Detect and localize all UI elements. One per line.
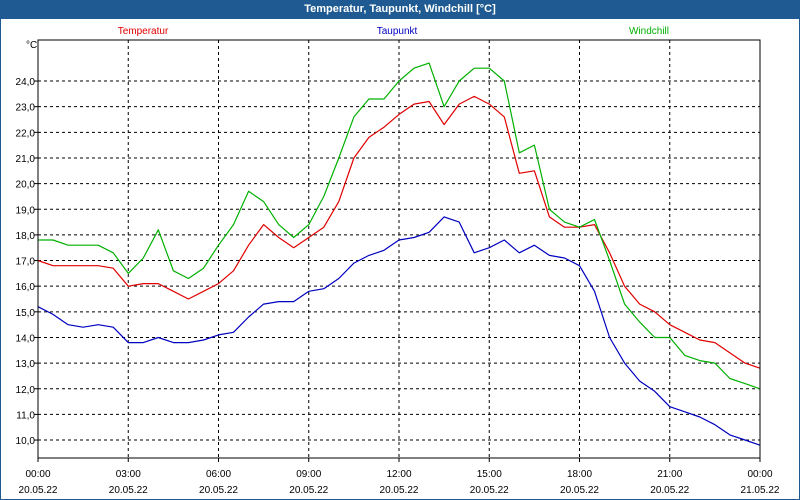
x-tick-time-label: 21:00 [657,469,682,480]
series-lines [37,62,761,446]
x-tick-time-label: 00:00 [25,469,50,480]
y-tick-label: 16,0 [16,282,36,293]
x-tick-date-label: 21.05.22 [741,485,780,496]
y-tick-label: 12,0 [16,385,36,396]
y-tick-label: 20,0 [16,180,36,191]
x-tick-date-label: 20.05.22 [650,485,689,496]
y-tick-label: 10,0 [16,436,36,447]
x-tick-time-label: 00:00 [747,469,772,480]
y-tick-label: 24,0 [16,77,36,88]
x-tick-time-label: 09:00 [296,469,321,480]
y-tick-label: 13,0 [16,359,36,370]
y-axis-unit: °C [26,40,37,51]
x-tick-time-label: 18:00 [567,469,592,480]
x-tick-date-label: 20.05.22 [560,485,599,496]
x-tick-date-label: 20.05.22 [289,485,328,496]
x-tick-time-label: 03:00 [116,469,141,480]
legend-entry-taupunkt: Taupunkt [377,26,418,37]
series-line-windchill [38,62,761,390]
x-tick-date-label: 20.05.22 [109,485,148,496]
y-tick-label: 17,0 [16,257,36,268]
window-title: Temperatur, Taupunkt, Windchill [°C] [0,0,800,18]
grid [38,40,760,458]
y-tick-label: 11,0 [16,410,35,421]
x-tick-time-label: 15:00 [477,469,502,480]
axes: 10,0 11,0 12,0 13,0 14,0 15,0 16,0 17,0 18,0 19,0… [16,77,780,496]
x-tick-date-label: 20.05.22 [380,485,419,496]
series-line-taupunkt [37,216,761,446]
y-tick-label: 14,0 [16,333,36,344]
y-tick-label: 23,0 [16,103,36,114]
y-tick-label: 19,0 [16,205,36,216]
x-tick-date-label: 20.05.22 [470,485,509,496]
legend: Temperatur Taupunkt Windchill [118,26,669,37]
y-tick-label: 18,0 [16,231,36,242]
legend-entry-temperatur: Temperatur [118,26,169,37]
y-tick-label: 15,0 [16,308,36,319]
y-tick-label: 21,0 [16,154,36,165]
y-tick-label: 22,0 [16,128,36,139]
x-tick-date-label: 20.05.22 [19,485,58,496]
x-tick-time-label: 06:00 [206,469,231,480]
legend-entry-windchill: Windchill [629,26,669,37]
x-tick-time-label: 12:00 [386,469,411,480]
x-tick-date-label: 20.05.22 [199,485,238,496]
series-line-temperatur [37,95,761,369]
